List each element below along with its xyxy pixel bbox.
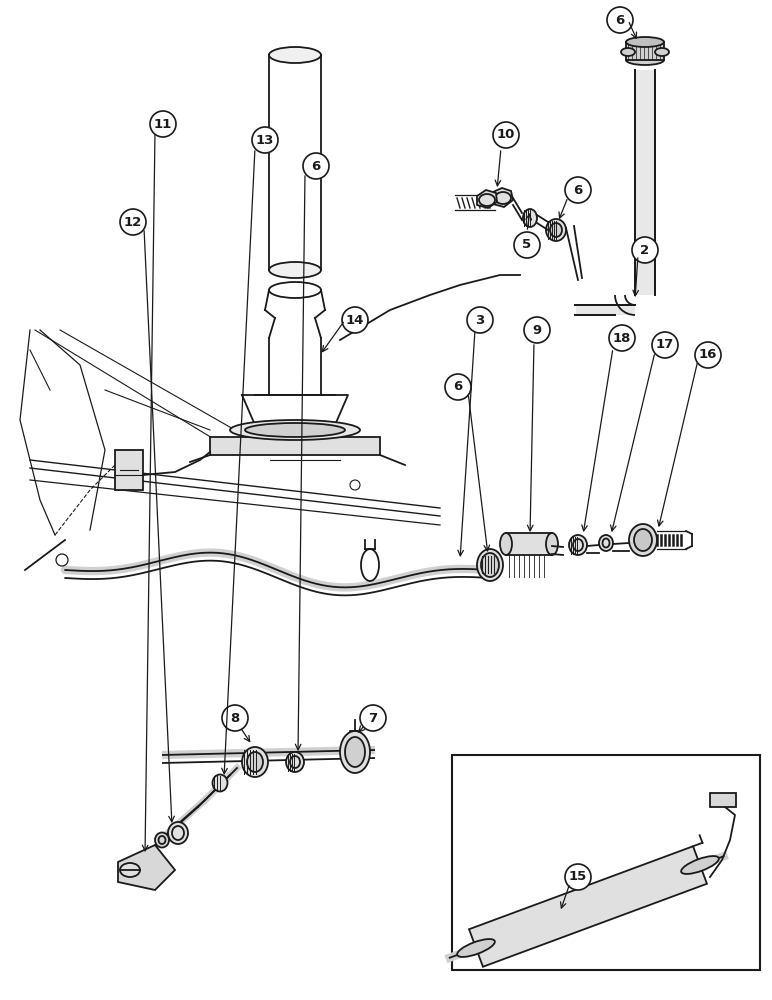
Text: 12: 12 <box>124 216 142 229</box>
Ellipse shape <box>599 535 613 551</box>
Text: 6: 6 <box>574 184 583 196</box>
Circle shape <box>303 153 329 179</box>
Bar <box>115 450 143 490</box>
Ellipse shape <box>477 549 503 581</box>
Polygon shape <box>118 845 175 890</box>
Ellipse shape <box>569 535 587 555</box>
Circle shape <box>514 232 540 258</box>
Ellipse shape <box>500 533 512 555</box>
Ellipse shape <box>546 533 558 555</box>
Bar <box>636 70 654 295</box>
Ellipse shape <box>345 737 365 767</box>
Ellipse shape <box>629 524 657 556</box>
Ellipse shape <box>626 37 664 47</box>
Bar <box>452 755 760 970</box>
Ellipse shape <box>212 774 228 792</box>
Ellipse shape <box>681 856 719 874</box>
Bar <box>576 305 635 315</box>
Text: 11: 11 <box>154 117 172 130</box>
Ellipse shape <box>523 209 537 227</box>
Circle shape <box>445 374 471 400</box>
Text: 5: 5 <box>523 238 532 251</box>
Circle shape <box>607 7 633 33</box>
Ellipse shape <box>626 55 664 65</box>
Circle shape <box>632 237 658 263</box>
Ellipse shape <box>621 48 635 56</box>
Circle shape <box>524 317 550 343</box>
Polygon shape <box>493 188 513 207</box>
Polygon shape <box>469 846 707 967</box>
Text: 2: 2 <box>641 243 649 256</box>
Bar <box>626 42 664 60</box>
Text: 14: 14 <box>346 314 364 326</box>
Ellipse shape <box>546 219 566 241</box>
Bar <box>506 533 552 555</box>
Circle shape <box>360 705 386 731</box>
Ellipse shape <box>286 752 304 772</box>
Ellipse shape <box>245 423 345 437</box>
Ellipse shape <box>655 48 669 56</box>
Circle shape <box>565 864 591 890</box>
Ellipse shape <box>340 731 370 773</box>
Ellipse shape <box>247 752 263 772</box>
Text: 6: 6 <box>615 13 625 26</box>
Ellipse shape <box>269 47 321 63</box>
Ellipse shape <box>457 939 495 957</box>
Text: 17: 17 <box>656 338 674 352</box>
Circle shape <box>695 342 721 368</box>
Text: 10: 10 <box>497 128 515 141</box>
Circle shape <box>609 325 635 351</box>
Ellipse shape <box>481 553 499 577</box>
Circle shape <box>252 127 278 153</box>
Ellipse shape <box>242 747 268 777</box>
Circle shape <box>493 122 519 148</box>
Ellipse shape <box>550 223 562 237</box>
Text: 16: 16 <box>699 349 717 361</box>
Text: 15: 15 <box>569 870 587 884</box>
Text: 3: 3 <box>476 314 485 326</box>
Circle shape <box>342 307 368 333</box>
Ellipse shape <box>155 832 169 848</box>
Ellipse shape <box>168 822 188 844</box>
Circle shape <box>120 209 146 235</box>
Circle shape <box>467 307 493 333</box>
Text: 8: 8 <box>230 712 239 724</box>
Text: 6: 6 <box>453 380 462 393</box>
Text: 9: 9 <box>533 324 542 336</box>
Text: 13: 13 <box>256 133 274 146</box>
Text: 6: 6 <box>311 159 320 172</box>
Polygon shape <box>477 190 497 208</box>
Circle shape <box>652 332 678 358</box>
Bar <box>210 437 380 455</box>
Circle shape <box>565 177 591 203</box>
Text: 18: 18 <box>613 332 631 344</box>
Text: 7: 7 <box>368 712 378 724</box>
Ellipse shape <box>120 863 140 877</box>
Ellipse shape <box>269 282 321 298</box>
Circle shape <box>222 705 248 731</box>
Bar <box>710 793 736 807</box>
Ellipse shape <box>230 420 360 440</box>
Circle shape <box>150 111 176 137</box>
Ellipse shape <box>269 262 321 278</box>
Ellipse shape <box>634 529 652 551</box>
